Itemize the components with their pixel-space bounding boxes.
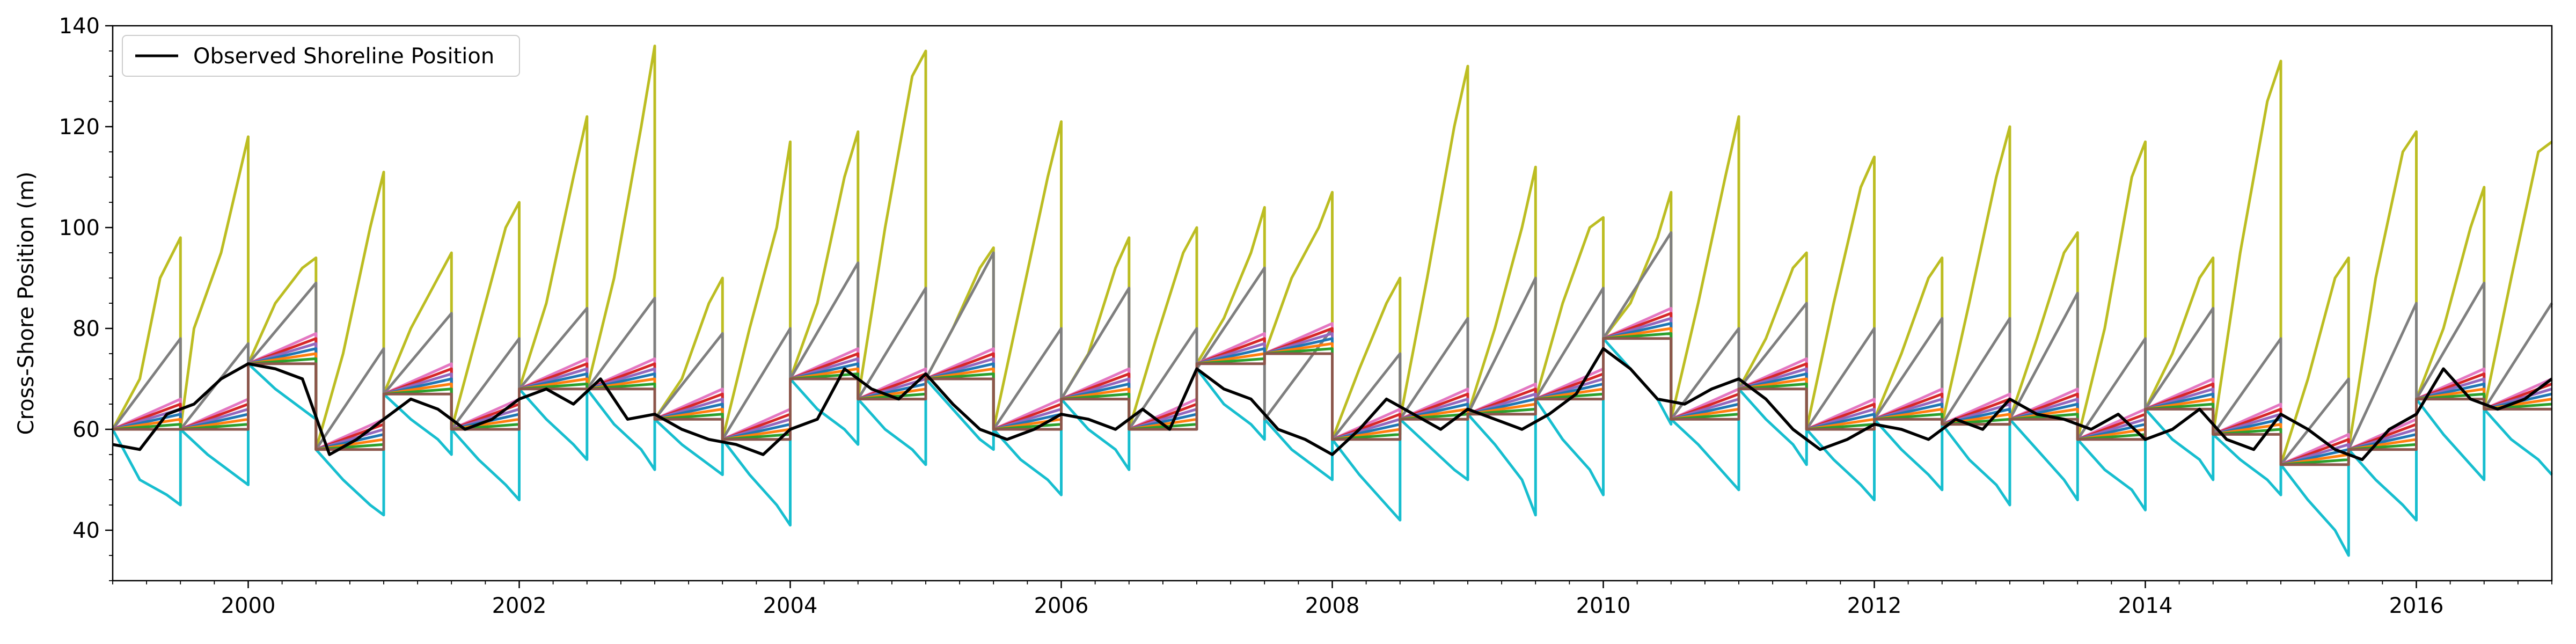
observed-shoreline-line	[112, 347, 2553, 462]
y-tick-label: 120	[59, 115, 100, 140]
y-tick-label: 140	[59, 14, 100, 39]
y-axis-label: Cross-Shore Position (m)	[14, 172, 39, 435]
y-tick-label: 40	[72, 518, 100, 543]
x-tick-label: 2012	[1847, 594, 1902, 618]
observed-series-group	[112, 347, 2553, 462]
forecast-series-group	[111, 45, 2553, 557]
x-tick-label: 2002	[492, 594, 547, 618]
x-tick-label: 2006	[1034, 594, 1089, 618]
forecast-line-10	[113, 337, 2552, 466]
legend-entry-observed: Observed Shoreline Position	[193, 44, 494, 69]
x-tick-label: 2008	[1305, 594, 1360, 618]
x-tick-label: 2000	[221, 594, 276, 618]
x-tick-label: 2010	[1576, 594, 1631, 618]
x-tick-label: 2016	[2389, 594, 2444, 618]
legend-box	[122, 35, 520, 77]
y-axis: 40 60 80 100 120 140	[59, 14, 113, 581]
y-tick-label: 100	[59, 216, 100, 240]
y-tick-label: 60	[72, 418, 100, 442]
x-tick-label: 2004	[763, 594, 818, 618]
x-axis: 2000 2002 2004 2006 2008 2010 2012 2014 2016	[112, 581, 2552, 618]
legend: Observed Shoreline Position	[122, 35, 520, 77]
x-tick-label: 2014	[2118, 594, 2173, 618]
y-tick-label: 80	[72, 317, 100, 341]
